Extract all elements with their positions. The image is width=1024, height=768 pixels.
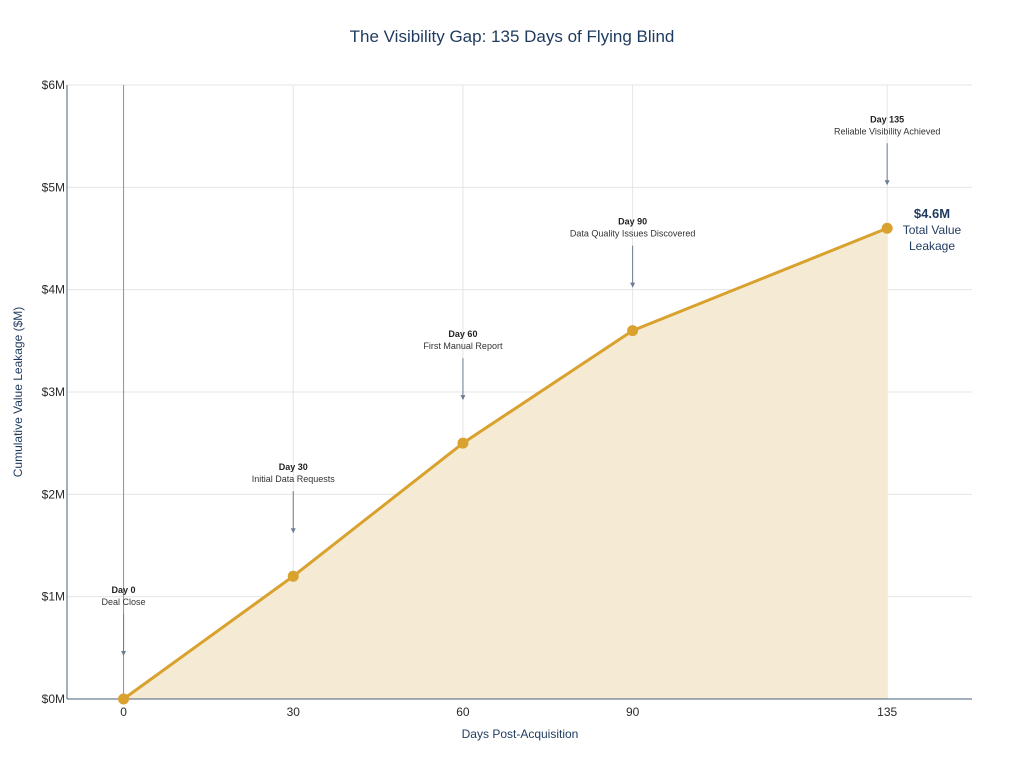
markers [118,222,893,705]
annotation-title-1: Day 30 [279,462,308,472]
callout-line-2: Leakage [909,239,955,253]
annotation-subtitle-3: Data Quality Issues Discovered [570,229,696,239]
annotation-arrow-head-1 [290,528,296,534]
x-axis-title: Days Post-Acquisition [462,727,579,741]
annotation-title-3: Day 90 [618,217,647,227]
callout-value: $4.6M [914,206,950,221]
annotation-title-2: Day 60 [448,329,477,339]
data-point-60 [457,437,469,449]
annotation-arrow-head-2 [460,395,466,401]
y-tick-label-4: $4M [42,283,65,297]
callout-line-1: Total Value [903,223,962,237]
y-tick-label-6: $6M [42,78,65,92]
annotation-arrow-head-4 [884,180,890,186]
y-tick-label-3: $3M [42,385,65,399]
x-tick-label-1: 30 [287,705,301,719]
data-point-0 [118,693,130,705]
annotation-subtitle-4: Reliable Visibility Achieved [834,126,940,136]
annotation-arrow-head-3 [630,282,636,288]
y-tick-label-5: $5M [42,180,65,194]
annotation-title-4: Day 135 [870,114,904,124]
axes [66,85,972,700]
annotation-subtitle-1: Initial Data Requests [252,474,336,484]
y-tick-label-1: $1M [42,590,65,604]
total-callout: $4.6M Total Value Leakage [903,206,962,253]
area-fill-layer [123,228,888,699]
x-tick-label-3: 90 [626,705,640,719]
y-tick-label-2: $2M [42,487,65,501]
data-point-30 [287,570,299,582]
annotation-title-0: Day 0 [112,585,136,595]
annotation-arrow-head-0 [121,651,127,656]
annotation-subtitle-0: Deal Close [102,597,146,607]
tick-labels: $0M $1M $2M $3M $4M $5M $6M 0 30 60 90 135 [42,78,898,719]
x-tick-label-0: 0 [120,705,127,719]
x-tick-label-4: 135 [877,705,897,719]
x-tick-label-2: 60 [456,705,470,719]
y-axis-title: Cumulative Value Leakage ($M) [11,307,25,478]
chart-title: The Visibility Gap: 135 Days of Flying B… [350,27,675,46]
data-point-90 [627,325,639,337]
area-fill [123,228,888,699]
y-tick-label-0: $0M [42,692,65,706]
data-point-135 [881,222,893,234]
annotations: Day 0 Deal Close Day 30 Initial Data Reques… [102,114,940,656]
annotation-subtitle-2: First Manual Report [423,341,503,351]
